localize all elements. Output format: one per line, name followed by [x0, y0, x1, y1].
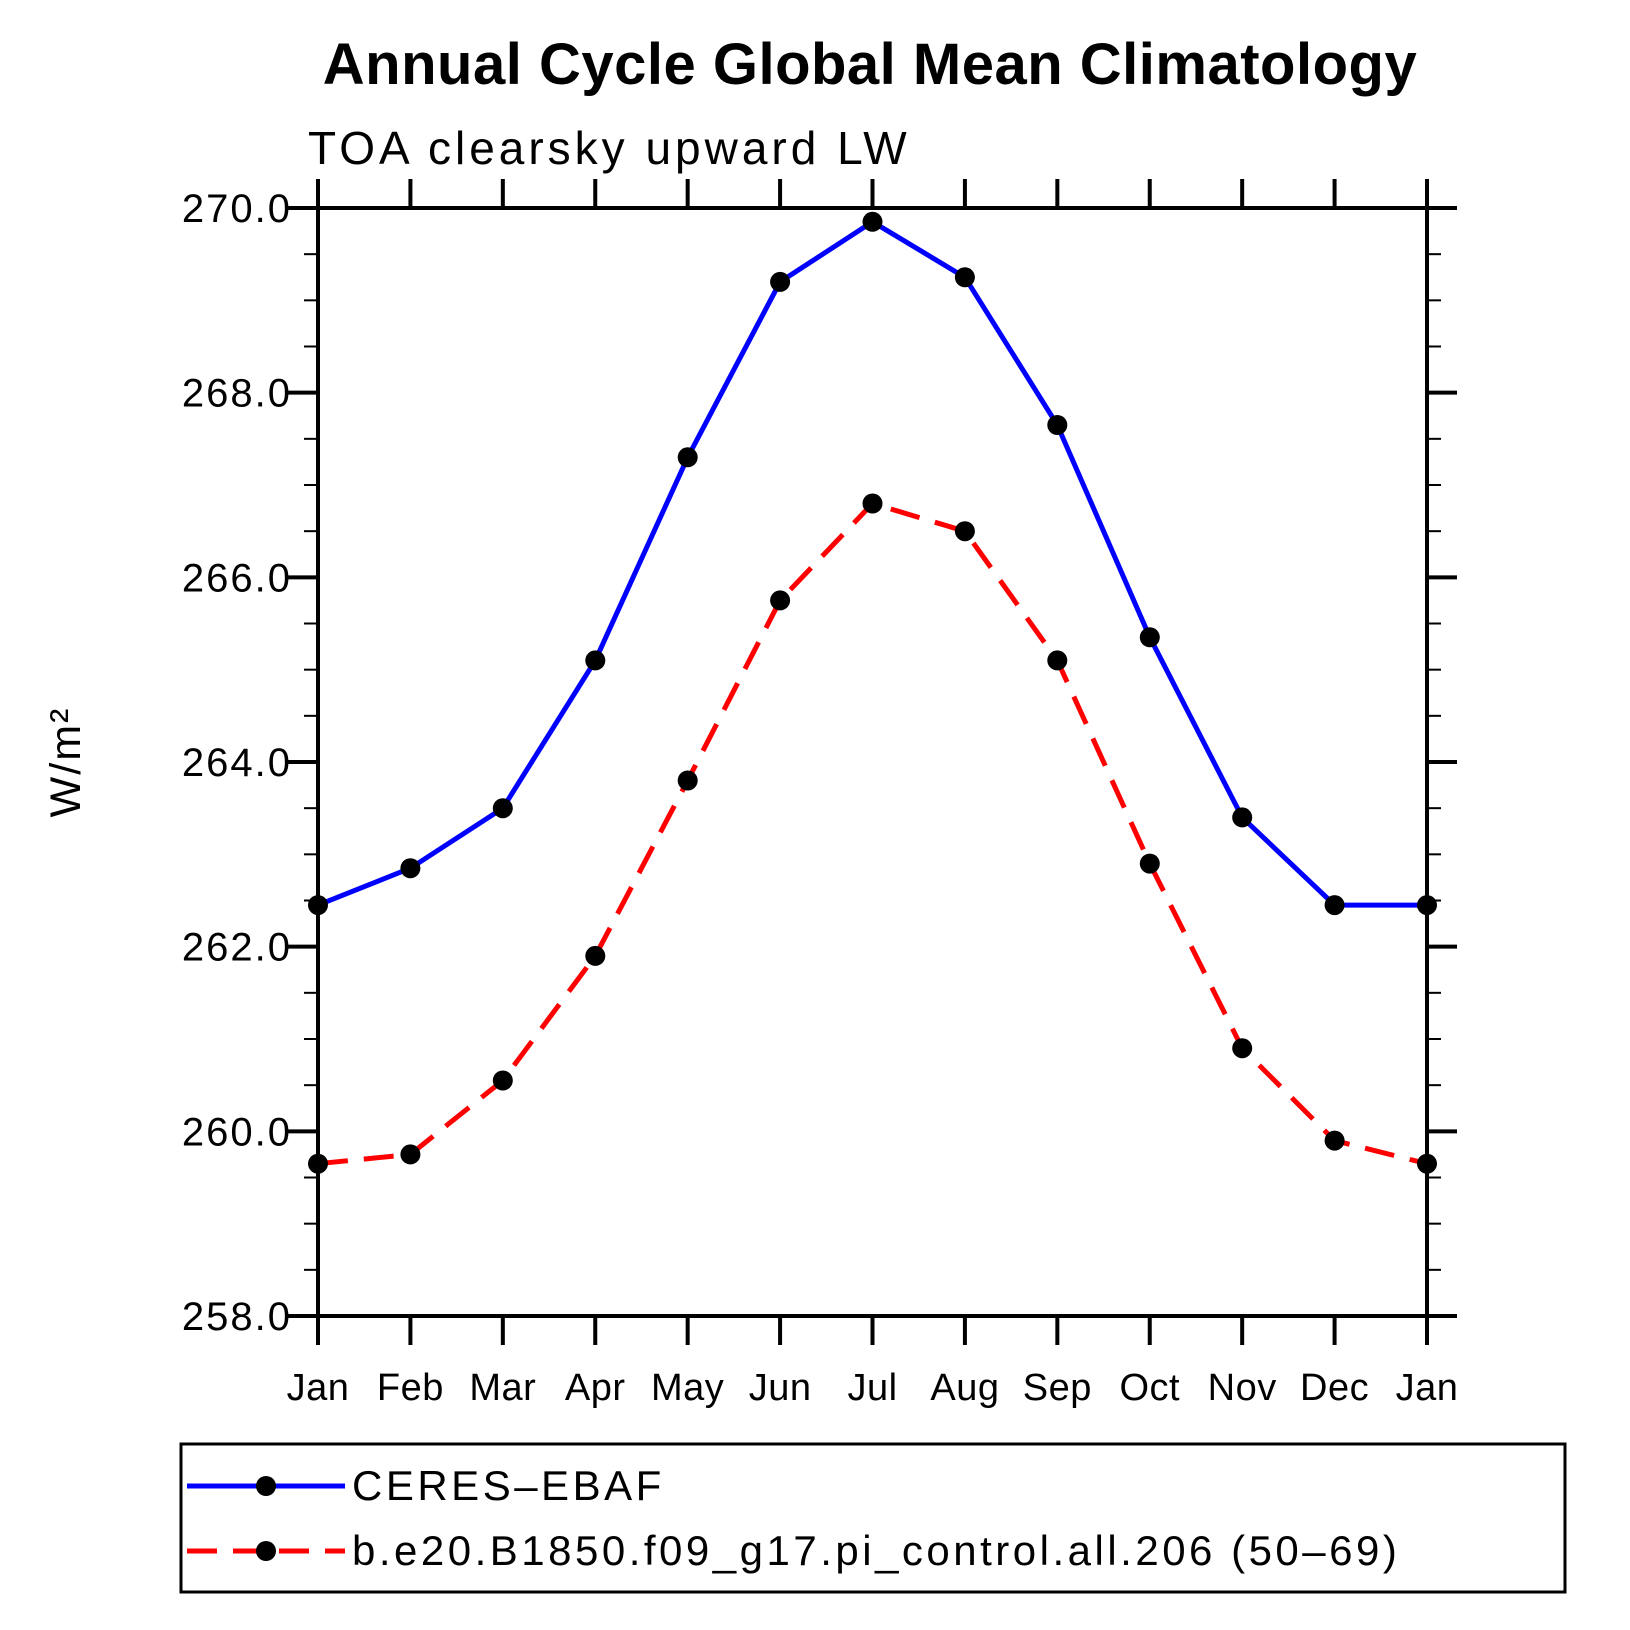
series-1-marker [1232, 1038, 1253, 1059]
series-0-marker [1232, 807, 1253, 828]
series-1-marker [862, 493, 883, 514]
x-tick-label: Feb [377, 1367, 444, 1409]
legend-sample-layer [187, 1476, 345, 1561]
x-tick-label: Dec [1300, 1367, 1369, 1409]
series-0-marker [1417, 895, 1437, 916]
series-line-0 [317, 218, 1427, 908]
legend-sample-marker-0 [256, 1476, 276, 1496]
y-tick-label: 262.0 [182, 926, 292, 970]
y-tick-label: 270.0 [182, 187, 292, 231]
x-tick-label: Aug [930, 1367, 999, 1409]
series-1-marker [585, 945, 606, 966]
series-1-marker [492, 1070, 513, 1091]
x-tick-label: Mar [469, 1367, 536, 1409]
chart-subtitle: TOA clearsky upward LW [308, 122, 911, 174]
series-0-marker [677, 447, 698, 468]
series-0-marker [1324, 895, 1345, 916]
y-tick-label: 260.0 [182, 1110, 292, 1154]
y-axis-label: W/m² [42, 707, 90, 818]
series-0-marker [1139, 627, 1160, 648]
legend-label-ceres-ebaf: CERES–EBAF [352, 1462, 665, 1509]
plot-render-layer: Jan Feb Mar Apr May Jun Jul Aug Sep Oct Nov Dec Jan 2… [182, 179, 1459, 1409]
series-1-marker [770, 590, 791, 611]
x-tick-label: May [651, 1367, 724, 1409]
legend: CERES–EBAF b.e20.B1850.f09_g17.pi_contro… [179, 1442, 1567, 1594]
series-0-marker [585, 650, 606, 671]
x-tick-label: Jul [847, 1367, 897, 1409]
series-0-marker [954, 267, 975, 288]
series-0-marker [770, 271, 791, 292]
legend-label-model-run: b.e20.B1850.f09_g17.pi_control.all.206 (… [352, 1527, 1400, 1574]
x-tick-label: Jan [287, 1367, 350, 1409]
series-1-marker [1139, 853, 1160, 874]
series-1-marker [400, 1144, 421, 1165]
x-tick-label: Nov [1208, 1367, 1277, 1409]
x-tick-label: Jan [1396, 1367, 1459, 1409]
series-0-marker [1047, 415, 1068, 435]
x-tick-label: Jun [749, 1367, 812, 1409]
y-tick-label: 268.0 [182, 372, 292, 416]
series-0-marker [308, 895, 328, 916]
y-tick-label: 266.0 [182, 556, 292, 600]
series-0-marker [492, 798, 513, 819]
x-tick-label: Oct [1119, 1367, 1180, 1409]
series-0-marker [862, 211, 883, 232]
x-tick-label: Apr [565, 1367, 626, 1409]
series-1-marker [954, 521, 975, 542]
plot-box [316, 206, 1429, 1318]
series-1-marker [1047, 650, 1068, 671]
series-1-marker [1324, 1130, 1345, 1151]
series-1-marker [1417, 1153, 1437, 1174]
y-tick-label: 264.0 [182, 741, 292, 785]
legend-box [179, 1442, 1567, 1594]
chart-title: Annual Cycle Global Mean Climatology [323, 32, 1417, 97]
legend-sample-marker-1 [256, 1541, 276, 1561]
y-tick-label: 258.0 [182, 1295, 292, 1339]
series-0-marker [400, 858, 421, 879]
series-1-marker [677, 770, 698, 791]
x-tick-label: Sep [1023, 1367, 1092, 1409]
series-1-marker [308, 1153, 328, 1174]
